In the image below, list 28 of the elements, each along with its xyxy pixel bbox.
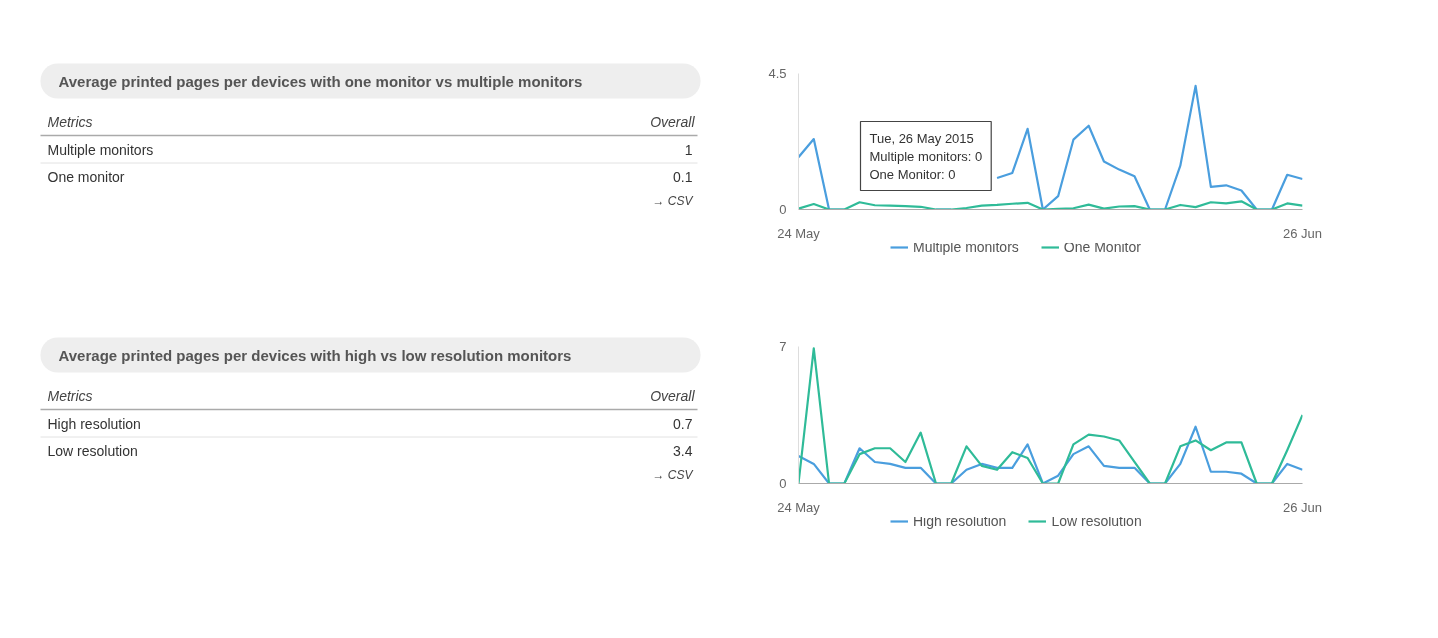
data-label: 0.1 bbox=[673, 168, 693, 185]
category-label: High resolution bbox=[47, 415, 141, 432]
text: → CSV bbox=[652, 467, 694, 482]
category-label: Low resolution bbox=[47, 442, 138, 459]
text: Overall bbox=[650, 387, 696, 404]
data-label: 1 bbox=[684, 141, 693, 158]
x-tick-label: 24 May bbox=[777, 225, 821, 241]
y-tick-label: 7 bbox=[779, 339, 787, 354]
x-tick-label: 26 Jun bbox=[1282, 225, 1323, 241]
category-label: One monitor bbox=[47, 168, 125, 185]
text: Metrics bbox=[47, 387, 93, 404]
y-tick-label: 0 bbox=[779, 476, 787, 491]
text: Average printed pages per devices with high vs low resolution monitors bbox=[58, 346, 572, 364]
category-label: Multiple monitors bbox=[47, 141, 154, 158]
x-tick-label: 26 Jun bbox=[1282, 499, 1323, 515]
line-series bbox=[798, 200, 1303, 210]
line-series bbox=[798, 425, 1303, 484]
line-series bbox=[798, 347, 1303, 484]
text: Average printed pages per devices with one monitor vs multiple monitors bbox=[58, 72, 583, 90]
data-label: 3.4 bbox=[673, 442, 693, 459]
text: Overall bbox=[650, 113, 696, 130]
x-tick-label: 24 May bbox=[777, 499, 821, 515]
y-tick-label: 4.5 bbox=[768, 66, 787, 81]
data-label: 0.7 bbox=[673, 415, 693, 432]
text: → CSV bbox=[652, 193, 694, 208]
annotation: Tue, 26 May 2015 Multiple monitors: 0 One Monitor: 0 bbox=[869, 130, 983, 182]
y-tick-label: 0 bbox=[779, 202, 787, 217]
text: Metrics bbox=[47, 113, 93, 130]
